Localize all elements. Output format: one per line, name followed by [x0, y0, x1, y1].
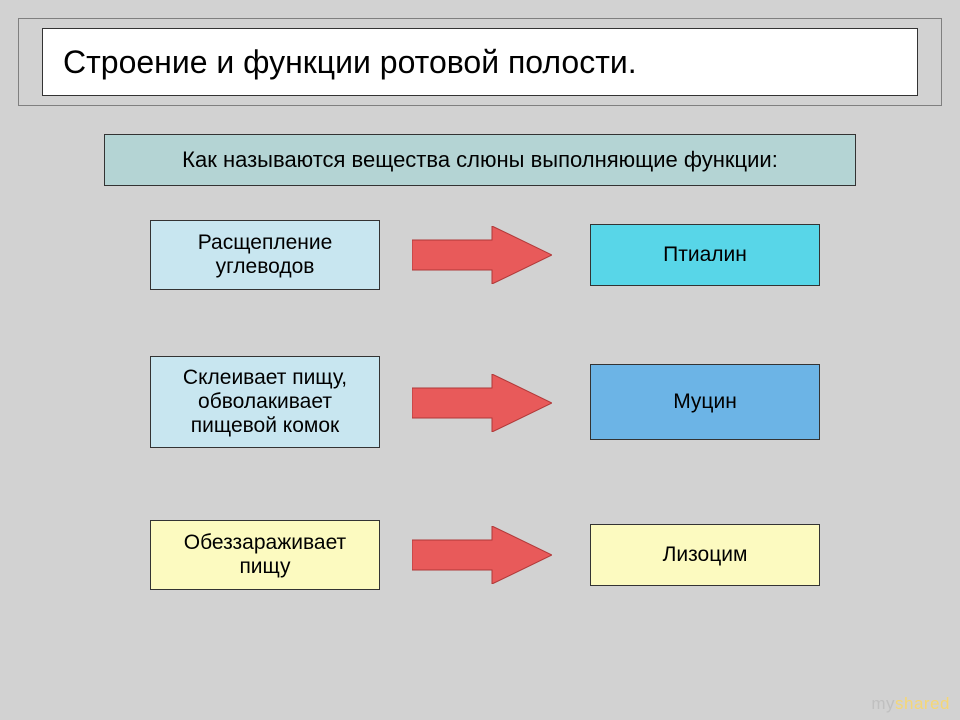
substance-box-lysozyme: Лизоцим	[590, 524, 820, 586]
function-box-carbohydrates: Расщепление углеводов	[150, 220, 380, 290]
function-label: Расщепление углеводов	[161, 231, 369, 279]
function-label: Склеивает пищу, обволакивает пищевой ком…	[161, 366, 369, 438]
watermark-plain: my	[871, 694, 895, 713]
watermark-accent: shared	[895, 694, 950, 713]
arrow-icon	[412, 226, 552, 284]
watermark: myshared	[871, 694, 950, 714]
function-box-glue: Склеивает пищу, обволакивает пищевой ком…	[150, 356, 380, 448]
page-title: Строение и функции ротовой полости.	[63, 44, 637, 81]
substance-label: Птиалин	[663, 243, 747, 267]
substance-label: Муцин	[673, 390, 737, 414]
function-label: Обеззараживает пищу	[161, 531, 369, 579]
substance-box-mucin: Муцин	[590, 364, 820, 440]
substance-label: Лизоцим	[663, 543, 748, 567]
title-box: Строение и функции ротовой полости.	[42, 28, 918, 96]
function-box-disinfect: Обеззараживает пищу	[150, 520, 380, 590]
substance-box-ptyalin: Птиалин	[590, 224, 820, 286]
arrow-icon	[412, 526, 552, 584]
subtitle-box: Как называются вещества слюны выполняющи…	[104, 134, 856, 186]
subtitle-text: Как называются вещества слюны выполняющи…	[182, 147, 778, 173]
arrow-icon	[412, 374, 552, 432]
